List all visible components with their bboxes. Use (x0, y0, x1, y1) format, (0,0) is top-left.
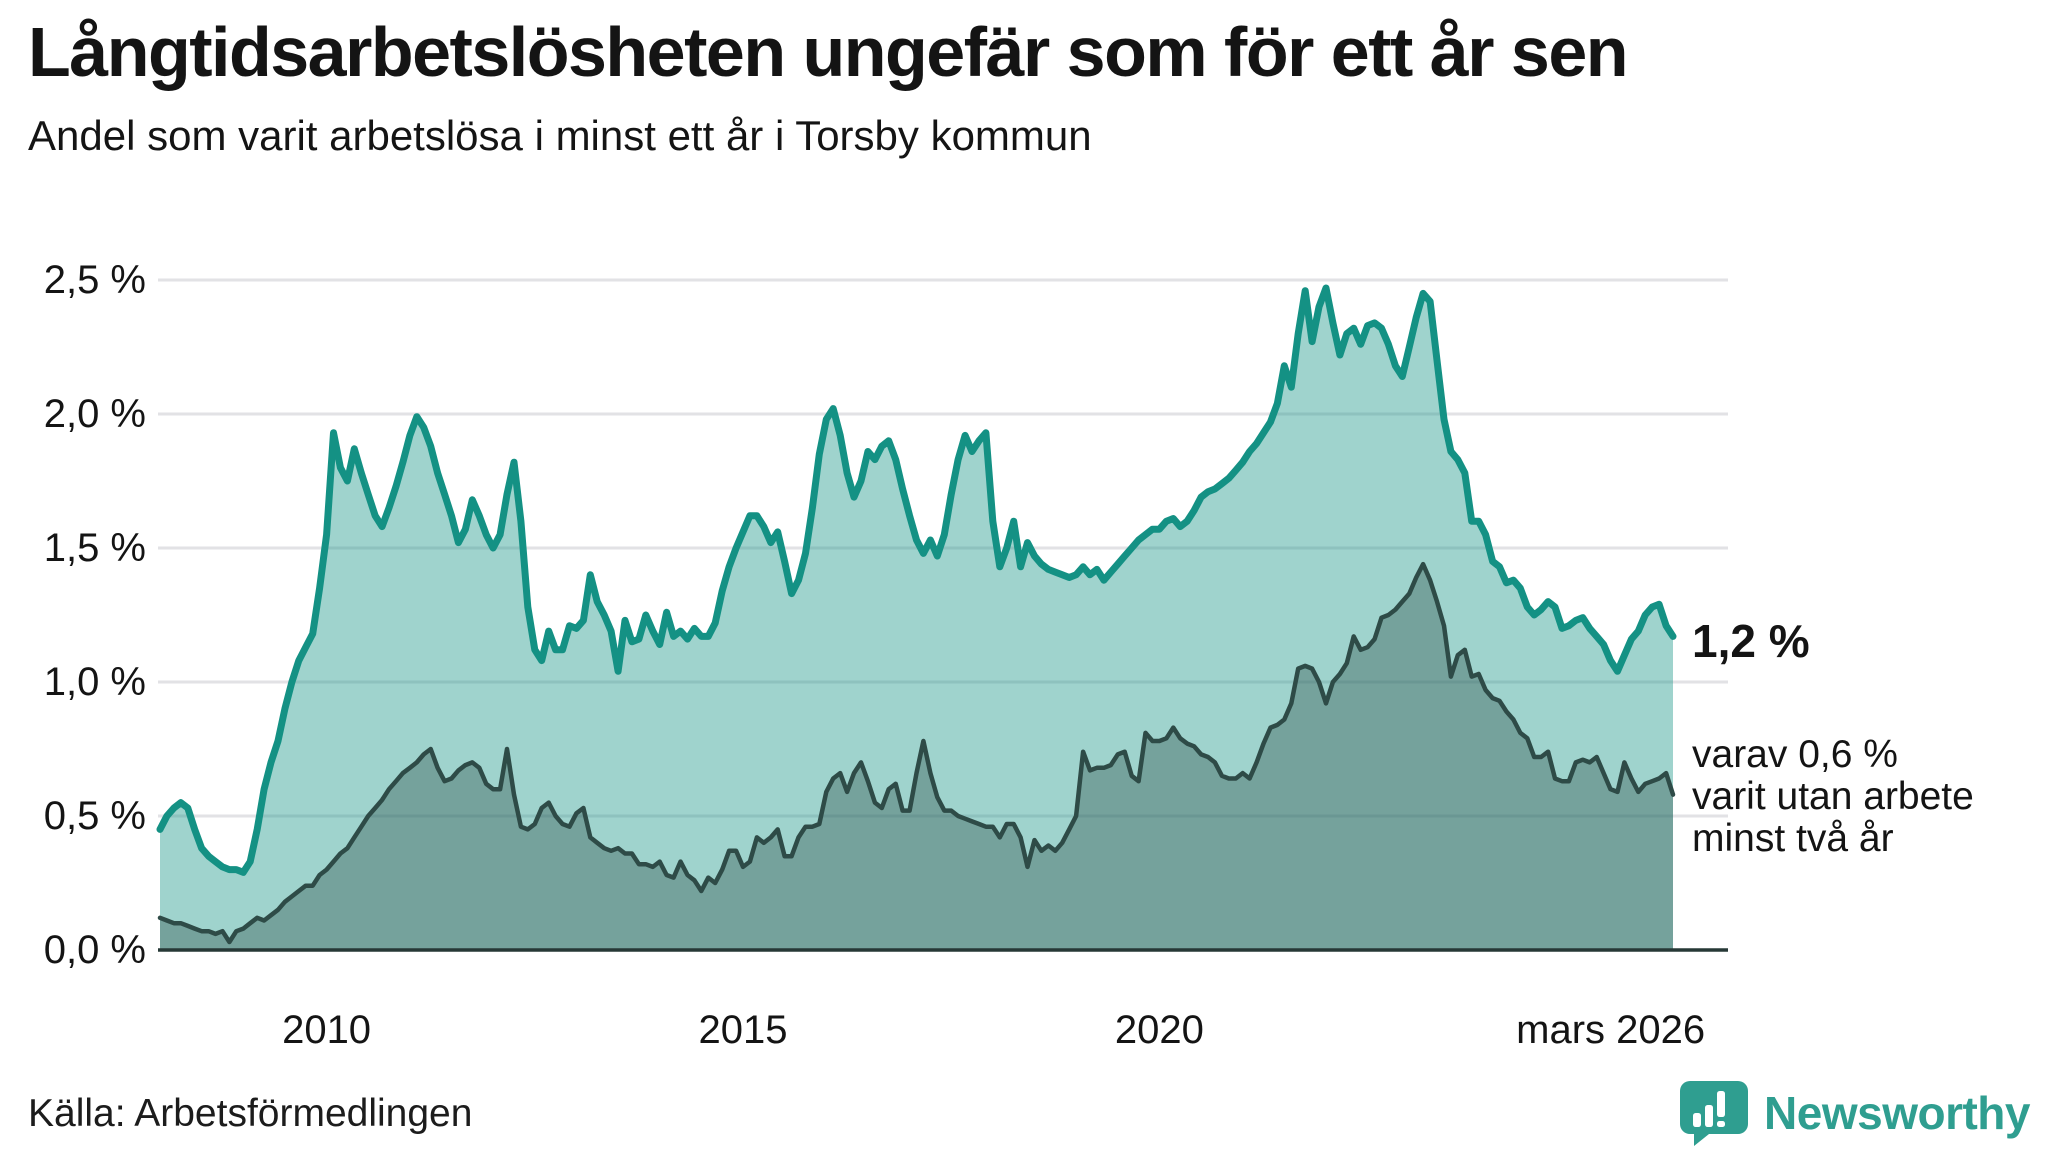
line-unemployed-two-years (157, 561, 1676, 945)
area-unemployed-two-years (160, 564, 1673, 950)
bar-tall (1705, 1105, 1714, 1127)
line-unemployed-one-year (156, 284, 1677, 876)
y-tick-label: 1,0 % (43, 660, 146, 704)
page-title: Långtidsarbetslösheten ungefär som för e… (28, 13, 1629, 91)
x-tick-label: 2010 (282, 1008, 372, 1052)
y-tick-label: 2,0 % (43, 392, 146, 436)
area-unemployed-one-year (160, 288, 1673, 950)
x-tick-label: 2020 (1114, 1008, 1204, 1052)
newsworthy-speech-bubble-bar-chart-icon (1680, 1081, 1749, 1146)
newsworthy-logo: Newsworthy (1678, 1080, 2030, 1146)
x-tick-label: mars 2026 (1516, 1008, 1706, 1052)
y-tick-label: 0,0 % (43, 928, 146, 972)
latest-breakdown-label: varav 0,6 % varit utan arbete minst två … (1692, 733, 1974, 860)
x-tick-label: 2015 (698, 1008, 788, 1052)
y-tick-label: 2,5 % (43, 258, 146, 302)
exclamation-dot (1717, 1121, 1726, 1127)
bar-short (1693, 1113, 1702, 1127)
y-tick-label: 1,5 % (43, 526, 146, 570)
exclamation-bar (1717, 1091, 1726, 1117)
newsworthy-wordmark: Newsworthy (1764, 1087, 2030, 1139)
chart-subtitle: Andel som varit arbetslösa i minst ett å… (28, 112, 1092, 159)
y-tick-label: 0,5 % (43, 794, 146, 838)
source-caption: Källa: Arbetsförmedlingen (28, 1092, 473, 1135)
latest-value-label: 1,2 % (1692, 615, 1810, 667)
